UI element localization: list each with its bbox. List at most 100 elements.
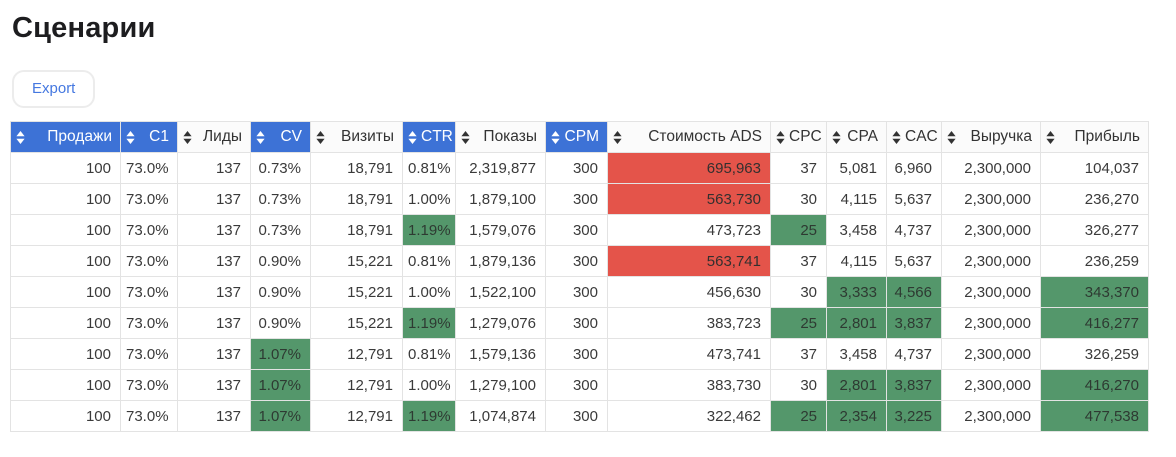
cell-prodazhi: 100 (10, 338, 121, 370)
column-label: CTR (421, 128, 453, 145)
cell-prodazhi: 100 (10, 183, 121, 215)
cell-ads: 563,741 (607, 245, 771, 277)
cell-cpa: 3,458 (826, 214, 887, 246)
cell-cac: 5,637 (886, 183, 942, 215)
export-button[interactable]: Export (12, 70, 96, 108)
cell-ctr: 0.81% (402, 152, 456, 184)
table-body: 100 73.0% 137 0.73% 18,791 0.81% 2,319,877 300 6… (10, 152, 1149, 432)
sort-icon (613, 130, 622, 144)
page-title: Сценарии (12, 12, 156, 44)
column-label: Лиды (202, 128, 242, 145)
cell-ctr: 1.19% (402, 400, 456, 432)
cell-cac: 4,737 (886, 214, 942, 246)
column-label: CAC (905, 128, 938, 145)
cell-pokazy: 1,074,874 (455, 400, 546, 432)
sort-icon (183, 130, 192, 144)
column-header-vizity[interactable]: Визиты (310, 121, 403, 153)
cell-vizity: 12,791 (310, 369, 403, 401)
cell-ads: 456,630 (607, 276, 771, 308)
cell-prodazhi: 100 (10, 307, 121, 339)
cell-ads: 383,730 (607, 369, 771, 401)
cell-pribyl: 326,277 (1040, 214, 1149, 246)
column-header-c1[interactable]: C1 (120, 121, 178, 153)
cell-cpc: 37 (770, 245, 827, 277)
sort-icon (1046, 130, 1055, 144)
cell-pokazy: 1,579,076 (455, 214, 546, 246)
cell-lidy: 137 (177, 307, 251, 339)
cell-cac: 4,737 (886, 338, 942, 370)
column-header-prodazhi[interactable]: Продажи (10, 121, 121, 153)
cell-c1: 73.0% (120, 307, 178, 339)
cell-vyruchka: 2,300,000 (941, 245, 1041, 277)
cell-ctr: 0.81% (402, 338, 456, 370)
sort-icon (551, 130, 560, 144)
column-header-vyruchka[interactable]: Выручка (941, 121, 1041, 153)
column-label: Показы (483, 128, 537, 145)
cell-vizity: 12,791 (310, 400, 403, 432)
cell-ads: 473,723 (607, 214, 771, 246)
cell-cpa: 2,354 (826, 400, 887, 432)
cell-cpc: 25 (770, 307, 827, 339)
column-header-cpc[interactable]: CPC (770, 121, 827, 153)
column-header-cac[interactable]: CAC (886, 121, 942, 153)
cell-vyruchka: 2,300,000 (941, 214, 1041, 246)
cell-cpc: 37 (770, 338, 827, 370)
sort-icon (947, 130, 956, 144)
cell-cpa: 4,115 (826, 183, 887, 215)
cell-cv: 0.73% (250, 152, 311, 184)
column-header-cpm[interactable]: CPM (545, 121, 608, 153)
cell-cpm: 300 (545, 245, 608, 277)
cell-ctr: 1.19% (402, 307, 456, 339)
cell-vyruchka: 2,300,000 (941, 307, 1041, 339)
cell-cv: 1.07% (250, 338, 311, 370)
cell-lidy: 137 (177, 152, 251, 184)
table-row: 100 73.0% 137 1.07% 12,791 1.00% 1,279,100 300 3… (10, 369, 1149, 401)
cell-vyruchka: 2,300,000 (941, 152, 1041, 184)
cell-ctr: 1.00% (402, 369, 456, 401)
column-label: Выручка (970, 128, 1033, 145)
sort-icon (776, 130, 785, 144)
column-header-pokazy[interactable]: Показы (455, 121, 546, 153)
cell-ads: 383,723 (607, 307, 771, 339)
cell-ctr: 1.00% (402, 183, 456, 215)
column-header-ads[interactable]: Стоимость ADS (607, 121, 771, 153)
column-header-ctr[interactable]: CTR (402, 121, 456, 153)
cell-c1: 73.0% (120, 338, 178, 370)
cell-cpc: 30 (770, 369, 827, 401)
sort-icon (316, 130, 325, 144)
sort-icon (892, 130, 901, 144)
cell-c1: 73.0% (120, 214, 178, 246)
column-header-cv[interactable]: CV (250, 121, 311, 153)
table-row: 100 73.0% 137 0.90% 15,221 1.00% 1,522,100 300 4… (10, 276, 1149, 308)
table-row: 100 73.0% 137 0.90% 15,221 1.19% 1,279,076 300 3… (10, 307, 1149, 339)
cell-cpa: 3,333 (826, 276, 887, 308)
cell-vizity: 18,791 (310, 183, 403, 215)
cell-cac: 3,225 (886, 400, 942, 432)
cell-cv: 0.73% (250, 214, 311, 246)
cell-cv: 0.73% (250, 183, 311, 215)
cell-vyruchka: 2,300,000 (941, 369, 1041, 401)
sort-icon (832, 130, 841, 144)
scenarios-page: Сценарии Export Продажи C1 Лиды CV Визиты CTR… (10, 12, 1149, 432)
cell-prodazhi: 100 (10, 214, 121, 246)
table-row: 100 73.0% 137 0.73% 18,791 0.81% 2,319,877 300 6… (10, 152, 1149, 184)
cell-cpm: 300 (545, 307, 608, 339)
scenarios-table: Продажи C1 Лиды CV Визиты CTR Показы CPM Стоимос… (10, 121, 1149, 432)
table-header: Продажи C1 Лиды CV Визиты CTR Показы CPM Стоимос… (10, 121, 1149, 153)
cell-vyruchka: 2,300,000 (941, 338, 1041, 370)
column-header-pribyl[interactable]: Прибыль (1040, 121, 1149, 153)
cell-ads: 322,462 (607, 400, 771, 432)
cell-pribyl: 416,270 (1040, 369, 1149, 401)
cell-lidy: 137 (177, 245, 251, 277)
cell-cpa: 2,801 (826, 369, 887, 401)
cell-ads: 563,730 (607, 183, 771, 215)
cell-cac: 4,566 (886, 276, 942, 308)
cell-pokazy: 2,319,877 (455, 152, 546, 184)
column-header-cpa[interactable]: CPA (826, 121, 887, 153)
cell-vizity: 12,791 (310, 338, 403, 370)
cell-c1: 73.0% (120, 400, 178, 432)
column-header-lidy[interactable]: Лиды (177, 121, 251, 153)
cell-pokazy: 1,879,100 (455, 183, 546, 215)
cell-pokazy: 1,879,136 (455, 245, 546, 277)
cell-ctr: 1.00% (402, 276, 456, 308)
